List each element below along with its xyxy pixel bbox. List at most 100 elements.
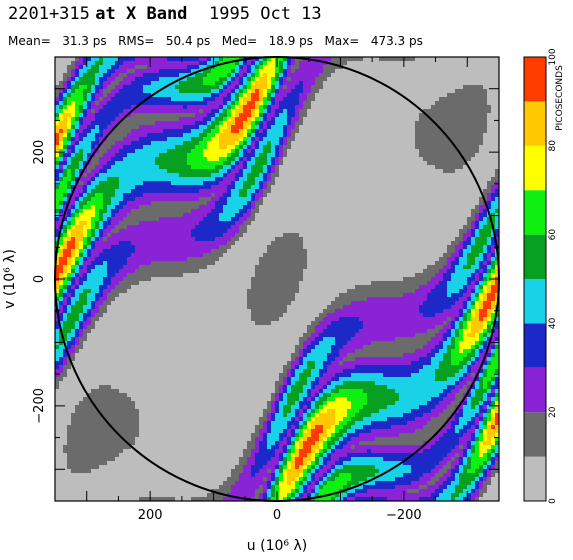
heatmap-cell: [115, 225, 120, 230]
heatmap-cell: [63, 141, 68, 146]
heatmap-cell: [391, 217, 396, 222]
heatmap-cell: [367, 149, 372, 154]
heatmap-cell: [119, 129, 124, 134]
heatmap-cell: [187, 189, 192, 194]
heatmap-cell: [495, 125, 499, 130]
heatmap-cell: [463, 193, 468, 198]
heatmap-cell: [139, 165, 144, 170]
heatmap-cell: [427, 77, 432, 82]
heatmap-cell: [439, 169, 444, 174]
heatmap-cell: [219, 57, 224, 62]
heatmap-cell: [235, 117, 240, 122]
heatmap-cell: [167, 121, 172, 126]
heatmap-cell: [299, 65, 304, 70]
heatmap-cell: [95, 141, 100, 146]
heatmap-cell: [475, 229, 480, 234]
heatmap-cell: [471, 161, 476, 166]
heatmap-cell: [415, 205, 420, 210]
heatmap-cell: [339, 145, 344, 150]
heatmap-cell: [319, 61, 324, 66]
heatmap-cell: [359, 165, 364, 170]
heatmap-cell: [215, 229, 220, 234]
heatmap-cell: [247, 61, 252, 66]
heatmap-cell: [87, 69, 92, 74]
heatmap-cell: [71, 125, 76, 130]
heatmap-cell: [147, 217, 152, 222]
heatmap-cell: [371, 73, 376, 78]
heatmap-cell: [295, 129, 300, 134]
heatmap-cell: [191, 113, 196, 118]
stat-max-value: 473.3 ps: [370, 34, 423, 48]
heatmap-cell: [307, 141, 312, 146]
heatmap-cell: [267, 197, 272, 202]
heatmap-cell: [179, 177, 184, 182]
heatmap-cell: [223, 217, 228, 222]
heatmap-cell: [443, 229, 448, 234]
heatmap-cell: [415, 233, 420, 238]
heatmap-cell: [139, 137, 144, 142]
heatmap-cell: [431, 93, 436, 98]
heatmap-cell: [291, 93, 296, 98]
heatmap-cell: [319, 145, 324, 150]
heatmap-cell: [371, 169, 376, 174]
heatmap-cell: [407, 149, 412, 154]
heatmap-cell: [83, 217, 88, 222]
heatmap-cell: [139, 185, 144, 190]
heatmap-cell: [419, 133, 424, 138]
heatmap-cell: [271, 161, 276, 166]
heatmap-cell: [191, 225, 196, 230]
heatmap-cell: [471, 181, 476, 186]
heatmap-cell: [367, 77, 372, 82]
heatmap-cell: [91, 89, 96, 94]
heatmap-cell: [191, 77, 196, 82]
heatmap-cell: [367, 161, 372, 166]
heatmap-cell: [339, 181, 344, 186]
heatmap-cell: [103, 173, 108, 178]
heatmap-cell: [379, 181, 384, 186]
heatmap-cell: [479, 101, 484, 106]
heatmap-cell: [131, 217, 136, 222]
heatmap-cell: [215, 101, 220, 106]
heatmap-cell: [375, 149, 380, 154]
heatmap-cell: [263, 61, 268, 66]
heatmap-cell: [419, 61, 424, 66]
heatmap-cell: [67, 117, 72, 122]
heatmap-cell: [471, 137, 476, 142]
heatmap-cell: [427, 229, 432, 234]
heatmap-cell: [495, 109, 499, 114]
heatmap-cell: [319, 177, 324, 182]
heatmap-cell: [99, 77, 104, 82]
heatmap-cell: [103, 221, 108, 226]
heatmap-cell: [303, 129, 308, 134]
heatmap-cell: [67, 217, 72, 222]
heatmap-cell: [191, 81, 196, 86]
heatmap-cell: [479, 157, 484, 162]
heatmap-cell: [363, 161, 368, 166]
heatmap-cell: [427, 81, 432, 86]
heatmap-cell: [491, 69, 496, 74]
heatmap-cell: [79, 157, 84, 162]
heatmap-cell: [411, 205, 416, 210]
heatmap-cell: [447, 169, 452, 174]
heatmap-cell: [383, 85, 388, 90]
heatmap-cell: [119, 209, 124, 214]
heatmap-cell: [199, 181, 204, 186]
heatmap-cell: [287, 69, 292, 74]
heatmap-cell: [227, 73, 232, 78]
heatmap-cell: [351, 113, 356, 118]
heatmap-cell: [423, 65, 428, 70]
heatmap-cell: [367, 85, 372, 90]
heatmap-cell: [179, 133, 184, 138]
heatmap-cell: [383, 129, 388, 134]
heatmap-cell: [135, 225, 140, 230]
heatmap-cell: [455, 205, 460, 210]
heatmap-cell: [207, 121, 212, 126]
heatmap-cell: [67, 109, 72, 114]
heatmap-cell: [391, 133, 396, 138]
heatmap-cell: [151, 109, 156, 114]
heatmap-cell: [91, 233, 96, 238]
heatmap-cell: [491, 133, 496, 138]
heatmap-cell: [387, 197, 392, 202]
heatmap-cell: [111, 97, 116, 102]
heatmap-cell: [283, 121, 288, 126]
